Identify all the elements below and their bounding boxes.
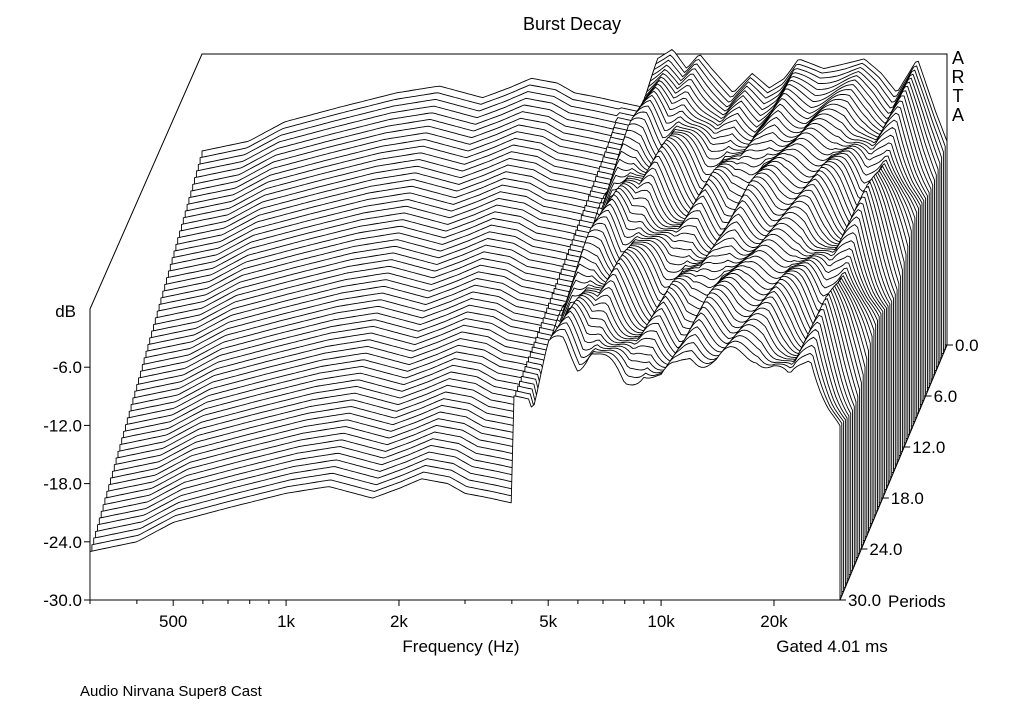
x-axis-label: Frequency (Hz)	[402, 637, 519, 656]
x-tick-label-4: 10k	[647, 612, 675, 631]
z-tick-label-2: 12.0	[912, 438, 945, 457]
x-tick-label-5: 20k	[760, 612, 788, 631]
watermark-letter-2: T	[953, 86, 964, 106]
z-axis-line	[839, 344, 948, 601]
chart-title: Burst Decay	[523, 14, 621, 34]
footer-caption: Audio Nirvana Super8 Cast	[80, 683, 263, 700]
y-axis-ticks: -6.0 -12.0 -18.0 -24.0 -30.0	[43, 358, 90, 610]
x-tick-label-0: 500	[159, 612, 187, 631]
z-axis-ticks: 0.0 6.0 12.0 18.0 24.0 30.0	[839, 336, 979, 610]
watermark-letter-1: R	[952, 67, 965, 87]
x-tick-label-1: 1k	[277, 612, 295, 631]
watermark-letter-0: A	[952, 48, 964, 68]
y-tick-label-1: -12.0	[43, 416, 82, 435]
z-tick-label-0: 0.0	[955, 336, 979, 355]
z-tick-label-3: 18.0	[891, 489, 924, 508]
x-tick-label-2: 2k	[390, 612, 408, 631]
x-axis-ticks: 500 1k 2k 5k 10k 20k	[89, 600, 788, 631]
y-tick-label-4: -30.0	[43, 591, 82, 610]
y-tick-label-0: -6.0	[53, 358, 82, 377]
x-tick-label-3: 5k	[539, 612, 557, 631]
y-tick-label-2: -18.0	[43, 475, 82, 494]
y-axis-label: dB	[55, 302, 76, 321]
y-tick-label-3: -24.0	[43, 533, 82, 552]
watermark-letter-3: A	[952, 105, 964, 125]
decay-slices	[89, 49, 948, 601]
z-tick-label-5: 30.0	[848, 591, 881, 610]
z-tick-label-1: 6.0	[934, 387, 958, 406]
decay-slice-60	[89, 335, 841, 601]
gate-label: Gated 4.01 ms	[776, 637, 888, 656]
z-axis-unit-label: Periods	[888, 592, 946, 611]
z-tick-label-4: 24.0	[869, 540, 902, 559]
